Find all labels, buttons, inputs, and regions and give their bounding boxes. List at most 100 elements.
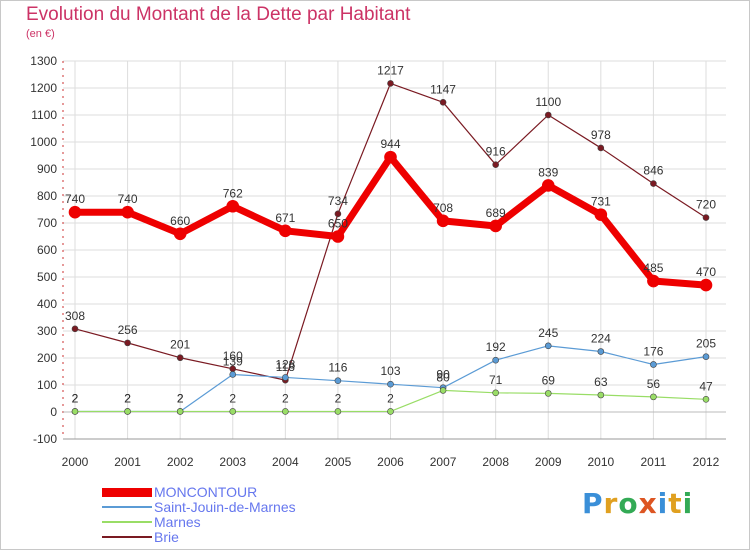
data-label-brie: 118 [276,360,295,374]
data-label-brie: 201 [170,338,190,352]
data-point-saint-jouin-de-marnes [334,377,342,384]
data-label-saint-jouin-de-marnes: 224 [591,332,611,346]
data-point-saint-jouin-de-marnes [544,342,552,350]
legend-swatch-brie [102,536,152,538]
data-point-moncontour [647,274,660,288]
logo-letter: o [618,487,639,520]
data-point-marnes [124,408,131,415]
data-label-brie: 160 [223,349,243,363]
data-label-saint-jouin-de-marnes: 176 [643,344,663,358]
legend-swatch-saint-jouin-de-marnes [102,506,152,508]
x-tick-label: 2009 [535,455,562,469]
chart-legend: MONCONTOUR Saint-Jouin-de-Marnes Marnes … [102,484,362,545]
data-label-marnes: 2 [124,391,131,405]
legend-label-saint-jouin-de-marnes: Saint-Jouin-de-Marnes [154,499,296,515]
x-tick-label: 2008 [482,455,509,469]
data-label-moncontour: 762 [223,186,243,200]
data-point-moncontour [173,227,187,241]
data-label-moncontour: 740 [118,192,138,206]
data-label-marnes: 2 [72,391,79,405]
data-label-moncontour: 944 [380,137,400,151]
data-label-saint-jouin-de-marnes: 2 [72,391,79,405]
data-label-moncontour: 839 [538,165,558,179]
data-label-brie: 720 [696,198,716,212]
data-point-brie [71,325,79,333]
data-label-marnes: 69 [542,373,556,387]
x-tick-label: 2006 [377,455,404,469]
data-point-marnes [439,387,447,394]
data-label-brie: 308 [65,309,85,323]
logo-letter: i [682,487,694,520]
y-tick-label: 800 [37,189,57,203]
data-point-brie [387,80,394,87]
data-point-marnes [334,408,342,415]
data-point-saint-jouin-de-marnes [597,348,605,355]
x-tick-label: 2012 [693,455,720,469]
y-tick-label: 1300 [30,54,57,68]
data-label-marnes: 2 [387,391,394,405]
data-label-moncontour: 731 [591,195,611,209]
data-label-moncontour: 689 [486,206,506,220]
data-point-brie [597,144,605,152]
x-tick-label: 2007 [430,455,457,469]
data-label-moncontour: 470 [696,265,716,279]
y-tick-label: 700 [37,216,57,230]
y-tick-label: -100 [33,432,57,446]
data-label-brie: 734 [328,194,348,208]
logo-letter: x [638,487,658,520]
legend-swatch-moncontour [102,487,152,497]
chart-subtitle: (en €) [26,28,55,40]
data-label-brie: 256 [118,323,138,337]
data-point-brie [650,180,657,187]
proxiti-logo: Proxiti [582,487,693,520]
data-label-moncontour: 708 [433,201,453,215]
data-point-moncontour [699,278,713,292]
logo-letter: t [668,487,683,520]
data-label-saint-jouin-de-marnes: 245 [538,326,558,340]
x-tick-label: 2002 [167,455,194,469]
data-label-saint-jouin-de-marnes: 116 [328,361,347,375]
data-point-moncontour [331,230,345,243]
data-point-moncontour [68,205,82,219]
y-tick-label: 1000 [30,135,57,149]
data-label-marnes: 80 [436,370,450,384]
chart-title: Evolution du Montant de la Dette par Hab… [26,4,411,25]
data-label-saint-jouin-de-marnes: 90 [436,368,450,382]
y-tick-label: 900 [37,162,57,176]
data-label-marnes: 2 [177,391,184,405]
data-label-marnes: 71 [489,373,503,387]
data-point-moncontour [541,179,555,192]
y-tick-label: 1200 [30,81,57,95]
data-label-brie: 1147 [430,82,456,96]
data-point-marnes [544,390,552,397]
data-point-marnes [229,408,237,415]
data-label-saint-jouin-de-marnes: 139 [223,354,243,368]
legend-swatch-marnes [102,521,152,523]
logo-letter: P [582,487,604,520]
y-tick-label: 300 [37,324,57,338]
x-tick-label: 2011 [641,455,667,469]
y-tick-label: 0 [50,405,57,419]
data-point-moncontour [384,150,397,164]
legend-item-marnes: Marnes [102,514,362,530]
legend-label-moncontour: MONCONTOUR [154,484,258,500]
data-label-saint-jouin-de-marnes: 128 [275,357,295,371]
x-tick-label: 2005 [325,455,352,469]
y-tick-label: 200 [37,351,57,365]
data-label-moncontour: 660 [170,214,190,228]
data-point-saint-jouin-de-marnes [387,380,394,388]
x-tick-label: 2000 [62,455,89,469]
data-point-moncontour [594,208,608,221]
data-label-moncontour: 485 [643,261,663,275]
data-point-moncontour [226,199,240,213]
data-point-marnes [702,396,710,403]
data-point-saint-jouin-de-marnes [650,361,657,368]
logo-letter: i [657,487,669,520]
data-point-moncontour [436,214,450,228]
data-point-brie [334,210,342,218]
data-label-brie: 1100 [535,95,561,109]
data-label-saint-jouin-de-marnes: 2 [177,391,184,405]
data-label-moncontour: 650 [328,217,348,231]
legend-item-brie: Brie [102,529,362,545]
